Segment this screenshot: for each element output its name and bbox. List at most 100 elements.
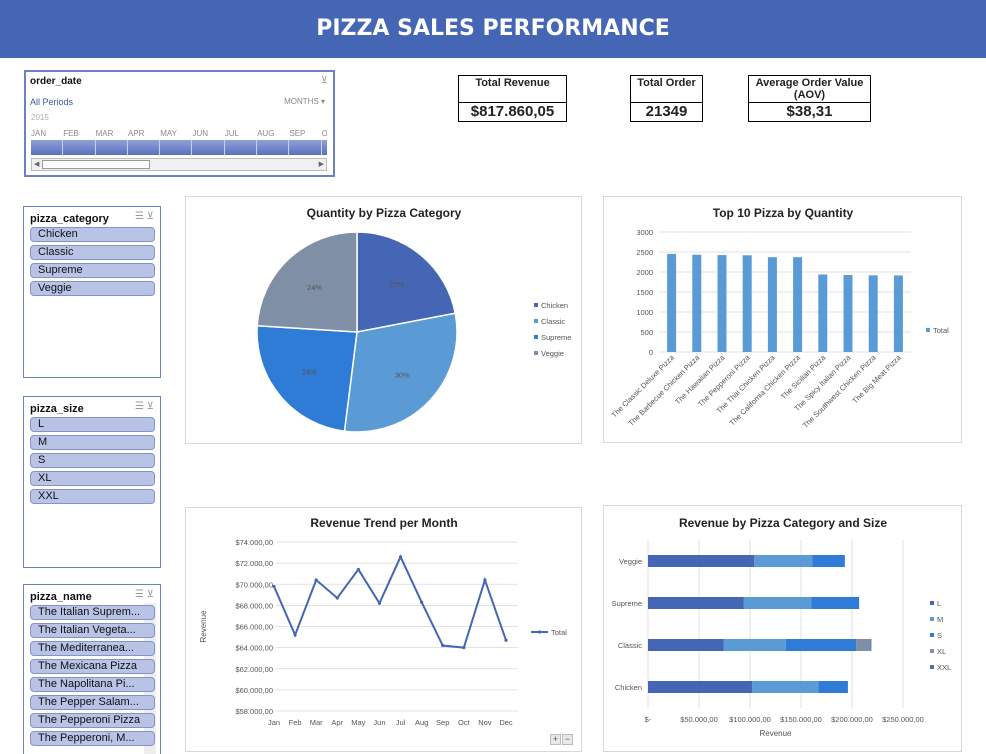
line-point[interactable] — [504, 638, 508, 642]
pizza-name-item[interactable]: The Pepperoni Pizza — [30, 713, 155, 728]
line-point[interactable] — [441, 643, 445, 648]
bar[interactable] — [868, 275, 878, 352]
timeline-month-cell[interactable] — [160, 140, 193, 155]
bar-segment-m[interactable] — [752, 681, 819, 693]
timeline-period-bar[interactable] — [31, 140, 327, 155]
bar-segment-m[interactable] — [723, 639, 786, 651]
timeline-month-label: AUG — [257, 129, 275, 138]
size-item[interactable]: XXL — [30, 489, 155, 504]
timeline-month-cell[interactable] — [96, 140, 128, 155]
line-point[interactable] — [314, 578, 318, 582]
legend-swatch — [534, 303, 538, 307]
pizza-name-item[interactable]: The Mediterranea... — [30, 641, 155, 656]
legend-swatch — [930, 601, 934, 605]
timeline-month-cell[interactable] — [63, 140, 96, 155]
pizza-name-item[interactable]: The Pepper Salam... — [30, 695, 155, 710]
clear-filter-icon[interactable]: ⊻ — [146, 401, 154, 412]
bar-segment-l[interactable] — [648, 597, 744, 609]
line-point[interactable] — [420, 600, 424, 604]
line-point[interactable] — [462, 646, 466, 650]
bar-segment-m[interactable] — [743, 597, 812, 609]
timeline-month-cell[interactable] — [225, 140, 258, 155]
line-point[interactable] — [356, 567, 360, 572]
scroll-right-icon[interactable]: ▶ — [318, 161, 324, 168]
size-item[interactable]: XL — [30, 471, 155, 486]
zoom-in-button[interactable]: + — [550, 734, 561, 745]
x-tick-label: $- — [645, 715, 652, 724]
pie-slice-veggie[interactable] — [256, 231, 358, 333]
bar-segment-xxl[interactable] — [870, 639, 872, 651]
multi-select-icon[interactable]: ☰ — [134, 589, 144, 600]
line-point[interactable] — [272, 584, 276, 588]
series-line-total[interactable] — [273, 554, 507, 649]
category-item[interactable]: Veggie — [30, 281, 155, 296]
bar-segment-l[interactable] — [648, 555, 755, 567]
bar-segment-s[interactable] — [812, 555, 845, 567]
bar[interactable] — [793, 257, 803, 352]
line-point[interactable] — [377, 601, 382, 605]
bar-segment-m[interactable] — [754, 555, 813, 567]
timeline-month-cell[interactable] — [322, 140, 327, 155]
pizza-category-slicer[interactable]: pizza_category ☰ ⊻ Chicken Classic Supreme… — [23, 206, 161, 378]
category-item[interactable]: Classic — [30, 245, 155, 260]
bar[interactable] — [717, 255, 727, 352]
pizza-name-item[interactable]: The Mexicana Pizza — [30, 659, 155, 674]
timeline-month-cell[interactable] — [192, 140, 225, 155]
pie-slice-chicken[interactable] — [356, 231, 457, 333]
timeline-scroll-thumb[interactable] — [42, 160, 150, 169]
category-item[interactable]: Supreme — [30, 263, 155, 278]
order-date-timeline[interactable]: order_date ⊻ All Periods MONTHS ▾ 2015 J… — [24, 70, 335, 177]
clear-filter-icon[interactable]: ⊻ — [320, 75, 328, 86]
line-point[interactable] — [335, 596, 339, 600]
zoom-out-button[interactable]: − — [562, 734, 573, 745]
bar-segment-s[interactable] — [785, 639, 857, 651]
timeline-month-cell[interactable] — [289, 140, 322, 155]
bar[interactable] — [818, 274, 828, 352]
bar[interactable] — [692, 254, 702, 352]
time-unit-dropdown[interactable]: MONTHS ▾ — [284, 97, 325, 106]
x-tick-label: Oct — [458, 718, 471, 727]
top10-chart-panel: Top 10 Pizza by Quantity 0 500 1000 1500 200… — [603, 196, 962, 443]
pie-slice-classic[interactable] — [343, 312, 458, 433]
legend-swatch — [930, 665, 934, 669]
pizza-name-item[interactable]: The Italian Suprem... — [30, 605, 155, 620]
bar-segment-s[interactable] — [811, 597, 860, 609]
dashboard-title: PIZZA SALES PERFORMANCE — [0, 0, 986, 58]
pie-slice-supreme[interactable] — [256, 324, 358, 433]
timeline-month-cell[interactable] — [128, 140, 161, 155]
bar-segment-l[interactable] — [648, 639, 724, 651]
bar-segment-xl[interactable] — [856, 639, 871, 651]
slicer-title: pizza_size — [30, 403, 84, 415]
bar-segment-s[interactable] — [818, 681, 848, 693]
pizza-name-item[interactable]: The Pepperoni, M... — [30, 731, 155, 746]
timeline-month-cell[interactable] — [31, 140, 64, 155]
bar[interactable] — [742, 255, 752, 352]
bar[interactable] — [667, 253, 677, 352]
clear-filter-icon[interactable]: ⊻ — [146, 211, 154, 222]
bar[interactable] — [767, 257, 777, 352]
size-item[interactable]: S — [30, 453, 155, 468]
pizza-name-item[interactable]: The Italian Vegeta... — [30, 623, 155, 638]
pizza-size-slicer[interactable]: pizza_size ☰ ⊻ L M S XL XXL — [23, 396, 161, 568]
legend-swatch — [534, 351, 538, 355]
kpi-total-revenue: Total Revenue $817.860,05 — [458, 75, 567, 122]
bar[interactable] — [893, 275, 903, 352]
timeline-field-label: order_date — [30, 76, 82, 87]
clear-filter-icon[interactable]: ⊻ — [146, 589, 154, 600]
category-item[interactable]: Chicken — [30, 227, 155, 242]
line-point[interactable] — [483, 578, 487, 582]
timeline-month-cell[interactable] — [257, 140, 290, 155]
scroll-left-icon[interactable]: ◀ — [34, 161, 40, 168]
size-item[interactable]: L — [30, 417, 155, 432]
timeline-scrollbar[interactable]: ◀ ▶ — [31, 158, 327, 171]
pizza-name-item[interactable]: The Napolitana Pi... — [30, 677, 155, 692]
line-point[interactable] — [293, 633, 297, 637]
pizza-name-slicer[interactable]: pizza_name ☰ ⊻ The Italian Suprem... The … — [23, 584, 161, 754]
multi-select-icon[interactable]: ☰ — [134, 211, 144, 222]
line-point[interactable] — [398, 555, 403, 559]
x-tick-label: May — [351, 718, 365, 727]
multi-select-icon[interactable]: ☰ — [134, 401, 144, 412]
bar[interactable] — [843, 275, 853, 352]
bar-segment-l[interactable] — [648, 681, 753, 693]
size-item[interactable]: M — [30, 435, 155, 450]
